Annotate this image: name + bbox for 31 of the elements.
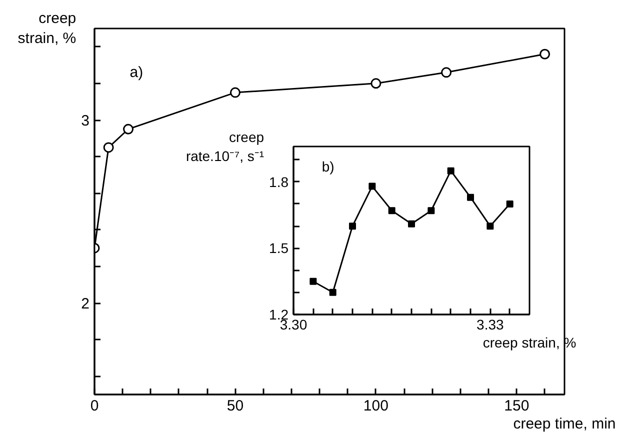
point xyxy=(310,278,317,285)
point xyxy=(103,142,114,153)
point xyxy=(506,200,514,208)
point xyxy=(329,288,336,296)
annotation: a) xyxy=(130,64,144,81)
x-axis-title: creep time, min xyxy=(513,416,616,432)
x-tick-label: 3.33 xyxy=(476,316,504,332)
x-tick-label: 0 xyxy=(90,398,99,414)
point xyxy=(408,220,415,228)
x-tick-label: 50 xyxy=(226,398,244,414)
y-tick-label: 3 xyxy=(81,112,90,130)
x-tick-label: 100 xyxy=(363,398,388,414)
y-axis-title: creep rate.10⁻⁷, s⁻¹ xyxy=(186,128,264,164)
x-tick-label: 150 xyxy=(504,398,530,414)
point xyxy=(230,87,240,98)
point xyxy=(428,207,435,214)
point xyxy=(368,182,376,190)
y-tick-label: 2 xyxy=(81,296,90,312)
annotation: b) xyxy=(322,158,334,175)
point xyxy=(467,194,474,201)
point xyxy=(441,67,452,78)
point xyxy=(123,124,134,134)
y-axis-title: creep strain, % xyxy=(18,10,76,48)
y-tick-label: 1.8 xyxy=(269,174,289,190)
point xyxy=(486,222,494,230)
point xyxy=(447,167,454,174)
y-tick-label: 1.5 xyxy=(269,240,289,256)
point xyxy=(540,48,550,60)
point xyxy=(388,207,396,214)
point xyxy=(349,222,356,230)
point xyxy=(370,78,382,89)
